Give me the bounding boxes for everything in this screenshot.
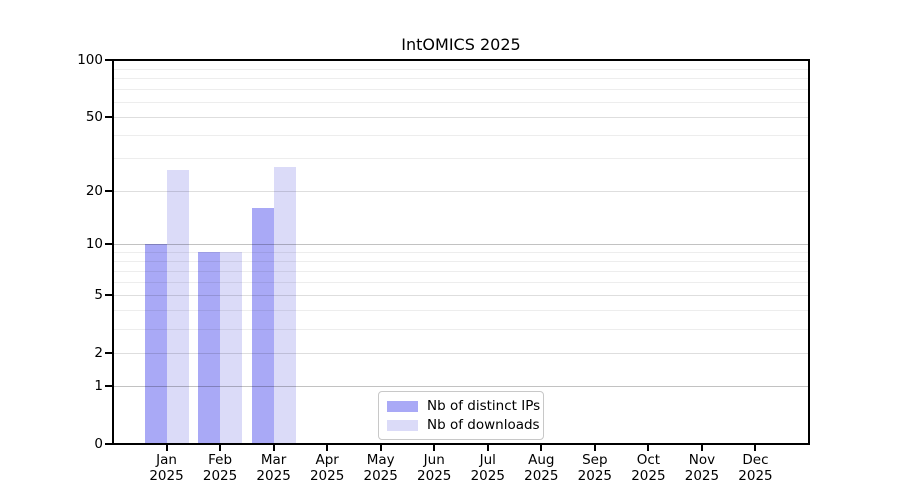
bar-feb-downloads <box>220 252 243 444</box>
gridline-minor-70 <box>114 89 808 91</box>
bar-jan-distinct-ips <box>144 244 167 444</box>
x-tick-label-sep: Sep 2025 <box>577 452 613 484</box>
gridline-major-1 <box>114 386 808 388</box>
gridline-minor-9 <box>114 252 808 254</box>
x-tick-jul <box>486 445 489 451</box>
y-tick-50 <box>105 115 113 118</box>
x-tick-label-nov: Nov 2025 <box>684 452 720 484</box>
gridline-minor-8 <box>114 261 808 263</box>
gridline-minor-80 <box>114 78 808 80</box>
gridline-5 <box>114 294 808 296</box>
x-tick-apr <box>326 445 329 451</box>
y-tick-100 <box>105 59 113 61</box>
y-tick-label-100: 100 <box>77 52 103 68</box>
y-tick-1 <box>105 385 113 388</box>
x-tick-mar <box>272 445 275 451</box>
y-tick-label-5: 5 <box>94 286 103 303</box>
x-tick-nov <box>700 445 703 451</box>
gridline-2 <box>114 352 808 354</box>
x-tick-dec <box>754 445 757 451</box>
x-tick-jan <box>165 445 168 451</box>
legend-item-1: Nb of downloads <box>387 417 540 433</box>
legend-label-0: Nb of distinct IPs <box>427 398 541 414</box>
y-tick-label-1: 1 <box>94 378 103 395</box>
y-tick-label-0: 0 <box>94 436 103 452</box>
legend: Nb of distinct IPs Nb of downloads <box>378 391 544 440</box>
bar-jan-downloads <box>166 169 189 444</box>
y-tick-label-10: 10 <box>85 236 103 253</box>
x-tick-oct <box>647 445 650 451</box>
x-tick-label-mar: Mar 2025 <box>256 452 291 484</box>
x-tick-label-jul: Jul 2025 <box>470 452 505 484</box>
gridline-minor-4 <box>114 310 808 312</box>
x-tick-label-aug: Aug 2025 <box>524 452 559 484</box>
gridline-50 <box>114 116 808 118</box>
x-tick-jun <box>433 445 436 451</box>
x-tick-may <box>379 445 382 451</box>
x-tick-label-apr: Apr 2025 <box>309 452 345 484</box>
x-tick-label-may: May 2025 <box>363 452 398 484</box>
x-tick-label-jun: Jun 2025 <box>417 452 452 484</box>
gridline-20 <box>114 190 808 192</box>
gridline-minor-3 <box>114 328 808 330</box>
x-tick-sep <box>593 445 596 451</box>
legend-item-0: Nb of distinct IPs <box>387 398 540 414</box>
gridline-minor-7 <box>114 270 808 272</box>
legend-label-1: Nb of downloads <box>427 417 540 433</box>
gridline-minor-40 <box>114 135 808 136</box>
legend-swatch-1 <box>387 419 418 431</box>
y-tick-5 <box>105 293 113 296</box>
bar-mar-distinct-ips <box>251 208 274 444</box>
gridline-major-10 <box>114 244 808 246</box>
gridline-minor-60 <box>114 101 808 103</box>
bar-feb-distinct-ips <box>198 252 221 444</box>
legend-swatch-0 <box>387 400 418 412</box>
gridline-minor-90 <box>114 68 808 70</box>
x-tick-label-oct: Oct 2025 <box>631 452 666 484</box>
x-tick-aug <box>540 445 543 451</box>
y-tick-label-50: 50 <box>85 108 103 125</box>
y-tick-10 <box>105 243 113 246</box>
x-tick-feb <box>219 445 222 451</box>
y-tick-label-2: 2 <box>94 344 103 361</box>
x-tick-label-feb: Feb 2025 <box>202 452 238 484</box>
x-tick-label-jan: Jan 2025 <box>149 452 184 484</box>
y-tick-label-20: 20 <box>85 182 103 199</box>
y-tick-20 <box>105 189 113 192</box>
gridline-minor-30 <box>114 158 808 160</box>
bar-mar-downloads <box>273 166 296 444</box>
y-tick-2 <box>105 351 113 354</box>
gridline-minor-6 <box>114 282 808 284</box>
plot-border <box>112 59 810 445</box>
y-tick-0 <box>105 443 113 445</box>
x-tick-label-dec: Dec 2025 <box>738 452 773 484</box>
chart-title: IntOMICS 2025 <box>401 35 521 54</box>
